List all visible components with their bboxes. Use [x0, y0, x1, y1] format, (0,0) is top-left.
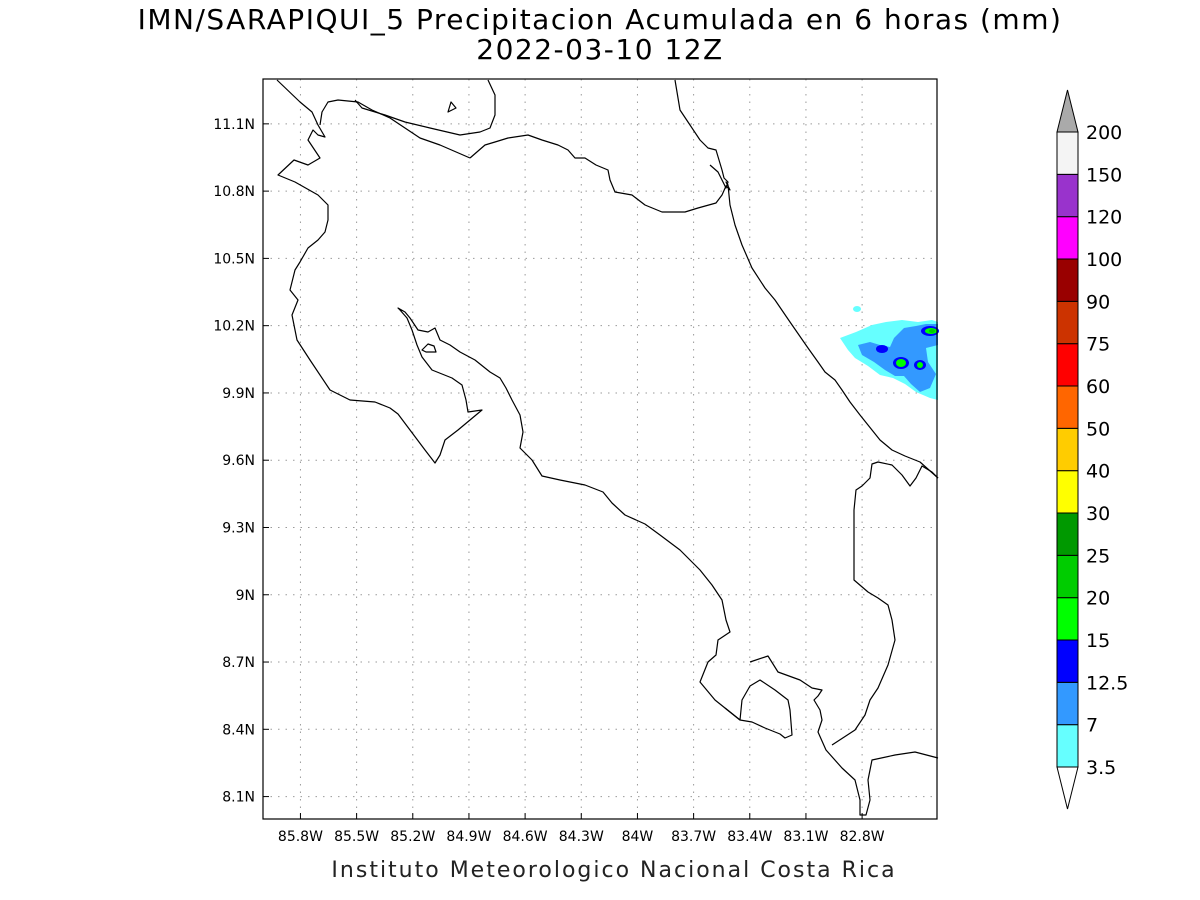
colorbar-segment — [1056, 300, 1079, 345]
longitude-axis: 85.8W 85.5W 85.2W 84.9W 84.6W 84.3W 84W 83.7W 83… — [278, 813, 885, 845]
colorbar-segment — [1056, 724, 1079, 768]
tick-label-lon: 85.2W — [390, 829, 435, 845]
precipitation-fields — [840, 306, 939, 400]
colorbar-segment — [1056, 681, 1079, 726]
colorbar-segment — [1056, 385, 1079, 429]
tick-label-lat: 9.9N — [222, 386, 255, 402]
colorbar-level-label: 90 — [1086, 291, 1110, 313]
tick-label-lon: 84W — [622, 829, 654, 845]
colorbar-segment — [1056, 597, 1079, 641]
map-grid — [263, 79, 937, 819]
colorbar-level-label: 100 — [1086, 249, 1122, 271]
colorbar-level-label: 30 — [1086, 503, 1110, 525]
colorbar-legend: 3.5 7 12.5 15 20 25 30 40 50 60 75 90 100 120 150 200 — [1056, 89, 1128, 810]
tick-label-lat: 8.4N — [222, 722, 255, 738]
colorbar-level-label: 12.5 — [1086, 672, 1128, 694]
colorbar-level-label: 50 — [1086, 418, 1110, 440]
tick-label-lon: 83.1W — [783, 829, 828, 845]
tick-label-lon: 83.4W — [727, 829, 772, 845]
colorbar-segment — [1056, 258, 1079, 302]
tick-label-lon: 85.8W — [278, 829, 323, 845]
colorbar-segment — [1056, 427, 1079, 472]
precip-field-20 — [929, 329, 935, 333]
colorbar-segment — [1056, 639, 1079, 683]
colorbar-lower-arrow — [1056, 766, 1079, 810]
colorbar-level-label: 150 — [1086, 164, 1122, 186]
tick-label-lat: 10.8N — [213, 184, 255, 200]
chart-subtitle-date: 2022-03-10 12Z — [476, 33, 724, 66]
tick-label-lat: 10.2N — [213, 319, 255, 335]
colorbar-segment — [1056, 470, 1079, 514]
tick-label-lon: 84.9W — [446, 829, 491, 845]
tick-label-lon: 83.7W — [671, 829, 716, 845]
colorbar-level-label: 200 — [1086, 122, 1122, 144]
tick-label-lon: 84.3W — [559, 829, 604, 845]
colorbar-segment — [1056, 216, 1079, 260]
tick-label-lat: 9.3N — [222, 520, 255, 536]
colorbar-segment — [1056, 343, 1079, 387]
latitude-axis: 11.1N 10.8N 10.5N 10.2N 9.9N 9.6N 9.3N 9N 8.7N 8.… — [213, 117, 269, 806]
colorbar-level-label: 3.5 — [1086, 757, 1116, 779]
colorbar-level-label: 25 — [1086, 545, 1110, 567]
credit-text: Instituto Meteorologico Nacional Costa R… — [331, 858, 897, 883]
tick-label-lat: 8.7N — [222, 655, 255, 671]
colorbar-upper-arrow — [1056, 89, 1079, 133]
tick-label-lon: 82.8W — [840, 829, 885, 845]
colorbar-segment — [1056, 131, 1079, 175]
colorbar-segment — [1056, 173, 1079, 218]
tick-label-lat: 11.1N — [213, 117, 255, 133]
tick-label-lat: 9.6N — [222, 453, 255, 469]
tick-label-lon: 85.5W — [334, 829, 379, 845]
tick-label-lat: 10.5N — [213, 251, 255, 267]
colorbar-level-label: 120 — [1086, 207, 1122, 229]
colorbar-level-label: 7 — [1086, 715, 1098, 737]
coastline — [276, 79, 939, 816]
colorbar-level-label: 20 — [1086, 588, 1110, 610]
colorbar-segment — [1056, 512, 1079, 556]
tick-label-lat: 8.1N — [222, 790, 255, 806]
map-frame — [262, 78, 938, 820]
colorbar-segment — [1056, 554, 1079, 599]
colorbar-level-label: 75 — [1086, 334, 1110, 356]
colorbar-level-label: 15 — [1086, 630, 1110, 652]
colorbar-level-label: 40 — [1086, 461, 1110, 483]
chart-title: IMN/SARAPIQUI_5 Precipitacion Acumulada … — [137, 3, 1063, 36]
tick-label-lon: 84.6W — [503, 829, 548, 845]
colorbar-level-label: 60 — [1086, 376, 1110, 398]
tick-label-lat: 9N — [236, 588, 255, 604]
